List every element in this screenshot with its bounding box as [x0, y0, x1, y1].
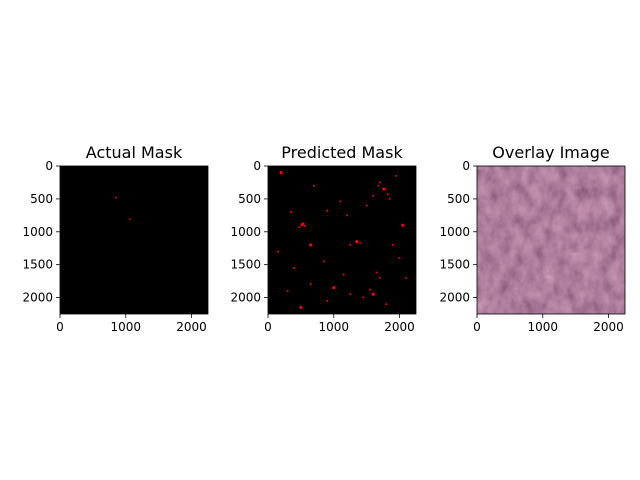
- x-tick-label: 2000: [384, 320, 415, 334]
- panel-title: Overlay Image: [492, 143, 609, 162]
- mask-pixel: [386, 193, 389, 196]
- mask-pixel: [398, 257, 401, 260]
- y-tick-label: 1000: [439, 225, 470, 239]
- axes-frame: [476, 165, 626, 315]
- mask-pixel: [385, 303, 388, 306]
- mask-pixel: [375, 271, 378, 274]
- x-tick-label: 2000: [593, 320, 624, 334]
- y-tick-label: 0: [45, 159, 53, 173]
- y-tick-label: 500: [30, 192, 53, 206]
- mask-pixel: [368, 288, 371, 291]
- y-tick-label: 500: [447, 192, 470, 206]
- panel-3: Overlay Image 0 1000 2000 0 500 1000 1500 2000: [439, 143, 626, 334]
- x-tick-label: 1000: [111, 320, 142, 334]
- mask-pixel: [345, 214, 348, 217]
- mask-pixel: [359, 241, 362, 244]
- y-tick-label: 1500: [230, 258, 261, 272]
- mask-pixel: [371, 292, 375, 296]
- mask-pixel: [378, 276, 381, 279]
- mask-pixel: [401, 223, 405, 227]
- mask-pixel: [405, 276, 408, 279]
- mask-pixel: [293, 266, 296, 269]
- mask-pixel: [339, 200, 342, 203]
- mask-pixel: [276, 250, 279, 253]
- mask-pixel: [362, 296, 365, 299]
- y-tick-label: 1500: [22, 258, 53, 272]
- mask-pixel: [349, 243, 352, 246]
- x-tick-label: 1000: [528, 320, 559, 334]
- axes-frame: [267, 165, 417, 315]
- panel-1: Actual Mask 0 1000 2000 0 500 1000 1500 2000: [22, 143, 209, 334]
- y-tick-label: 1000: [22, 225, 53, 239]
- overlay-image: [477, 166, 625, 314]
- y-tick-label: 500: [238, 192, 261, 206]
- mask-pixel: [382, 187, 386, 191]
- panel-title: Predicted Mask: [281, 143, 403, 162]
- mask-pixel: [309, 243, 313, 247]
- mask-pixel: [115, 196, 117, 199]
- mask-pixel: [365, 204, 368, 207]
- axes-frame: [59, 165, 209, 315]
- mask-pixel: [395, 174, 398, 177]
- mask-pixel: [372, 194, 375, 197]
- mask-pixel: [303, 224, 306, 227]
- mask-pixel: [286, 289, 289, 292]
- x-tick-label: 0: [56, 320, 64, 334]
- y-tick-label: 2000: [22, 291, 53, 305]
- mask-pixel: [313, 184, 316, 187]
- mask-pixel: [391, 243, 394, 246]
- mask-pixel: [332, 286, 336, 290]
- x-tick-label: 0: [473, 320, 481, 334]
- mask-pixel: [349, 293, 352, 296]
- x-tick-label: 0: [264, 320, 272, 334]
- y-tick-label: 1000: [230, 225, 261, 239]
- y-tick-label: 2000: [439, 291, 470, 305]
- panel-title: Actual Mask: [86, 143, 183, 162]
- mask-pixel: [388, 197, 391, 200]
- mask-image: [268, 166, 416, 314]
- mask-pixel: [322, 260, 325, 263]
- mask-pixel: [290, 211, 293, 214]
- y-tick-label: 2000: [230, 291, 261, 305]
- mask-pixel: [279, 170, 283, 175]
- mask-pixel: [302, 222, 305, 225]
- x-tick-label: 2000: [176, 320, 207, 334]
- mask-pixel: [128, 218, 131, 221]
- mask-pixel: [309, 283, 312, 286]
- y-tick-label: 0: [253, 159, 261, 173]
- mask-image: [60, 166, 208, 314]
- mask-pixel: [378, 181, 381, 184]
- mask-pixel: [342, 273, 345, 276]
- y-tick-label: 0: [462, 159, 470, 173]
- mask-pixel: [326, 299, 329, 302]
- mask-pixel: [298, 226, 301, 229]
- panel-2: Predicted Mask 0 1000 2000 0 500 1000 1500 2000: [230, 143, 417, 334]
- y-tick-label: 1500: [439, 258, 470, 272]
- mask-pixel: [377, 184, 380, 187]
- x-tick-label: 1000: [319, 320, 350, 334]
- mask-pixel: [299, 305, 303, 310]
- mask-pixel: [326, 209, 329, 212]
- mask-pixel: [355, 240, 359, 244]
